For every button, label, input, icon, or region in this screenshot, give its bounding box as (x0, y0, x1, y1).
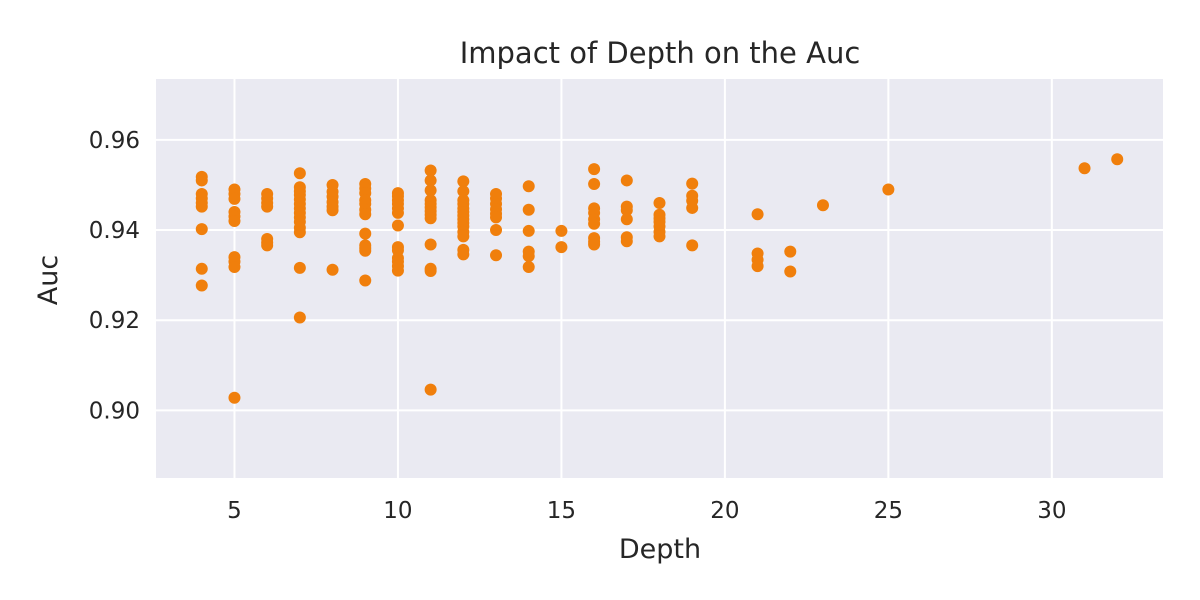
scatter-point (195, 279, 208, 292)
scatter-point (522, 224, 535, 237)
scatter-point (490, 211, 503, 224)
scatter-point (326, 263, 339, 276)
scatter-point (326, 204, 339, 217)
x-tick-label: 10 (383, 498, 412, 524)
y-tick-label: 0.90 (89, 398, 140, 424)
x-tick-label: 20 (710, 498, 739, 524)
scatter-point (555, 224, 568, 237)
scatter-point (424, 383, 437, 396)
scatter-point (424, 174, 437, 187)
scatter-point (359, 227, 372, 240)
scatter-point (195, 262, 208, 275)
scatter-point (228, 192, 241, 205)
scatter-point (588, 217, 601, 230)
y-tick-label: 0.94 (89, 218, 140, 244)
scatter-point (522, 261, 535, 274)
scatter-point (424, 164, 437, 177)
scatter-point (293, 167, 306, 180)
scatter-point (490, 224, 503, 237)
scatter-point (620, 204, 633, 217)
scatter-point (195, 174, 208, 187)
y-tick-label: 0.92 (89, 308, 140, 334)
scatter-point (293, 311, 306, 324)
scatter-point (620, 235, 633, 248)
scatter-point (653, 230, 666, 243)
scatter-point (751, 260, 764, 273)
y-tick-label: 0.96 (89, 128, 140, 154)
scatter-point (588, 178, 601, 191)
scatter-point (195, 200, 208, 213)
x-tick-label: 5 (227, 498, 242, 524)
x-tick-labels: 5 10 15 20 25 30 (227, 498, 1066, 524)
scatter-point (391, 206, 404, 219)
scatter-point (293, 226, 306, 239)
scatter-point (686, 239, 699, 252)
plot-area (156, 79, 1163, 478)
scatter-point (457, 230, 470, 243)
scatter-point (588, 163, 601, 176)
scatter-point (784, 265, 797, 278)
scatter-point (424, 238, 437, 251)
y-axis-label: Auc (33, 255, 64, 305)
scatter-point (261, 200, 274, 213)
scatter-point (751, 208, 764, 221)
scatter-point (620, 174, 633, 187)
scatter-point (653, 196, 666, 209)
scatter-point (359, 244, 372, 257)
scatter-point (620, 213, 633, 226)
scatter-point (816, 199, 829, 212)
scatter-point (228, 261, 241, 274)
y-tick-labels: 0.90 0.92 0.94 0.96 (89, 128, 140, 425)
scatter-point (228, 215, 241, 228)
chart-title: Impact of Depth on the Auc (460, 36, 861, 70)
scatter-point (686, 201, 699, 214)
scatter-point (457, 185, 470, 198)
scatter-point (391, 264, 404, 277)
x-tick-label: 25 (874, 498, 903, 524)
scatter-point (457, 175, 470, 188)
x-gridlines (233, 79, 1053, 478)
scatter-point (424, 265, 437, 278)
scatter-point (195, 223, 208, 236)
scatter-point (784, 245, 797, 258)
scatter-point (293, 261, 306, 274)
scatter-point (424, 184, 437, 197)
scatter-point (228, 391, 241, 404)
scatter-point (359, 274, 372, 287)
scatter-point (522, 180, 535, 193)
scatter-point (555, 241, 568, 254)
scatter-point (391, 219, 404, 232)
x-tick-label: 30 (1037, 498, 1066, 524)
scatter-point (424, 212, 437, 225)
scatter-point (359, 208, 372, 221)
scatter-point (261, 239, 274, 252)
scatter-point (588, 238, 601, 251)
scatter-point (1078, 162, 1091, 175)
scatter-points (195, 153, 1124, 404)
scatter-point (522, 250, 535, 263)
x-axis-label: Depth (619, 534, 701, 565)
scatter-point (490, 249, 503, 262)
scatter-point (522, 203, 535, 216)
scatter-point (457, 248, 470, 261)
x-tick-label: 15 (547, 498, 576, 524)
scatter-point (882, 183, 895, 196)
scatter-point (686, 177, 699, 190)
scatter-point (1111, 153, 1124, 166)
